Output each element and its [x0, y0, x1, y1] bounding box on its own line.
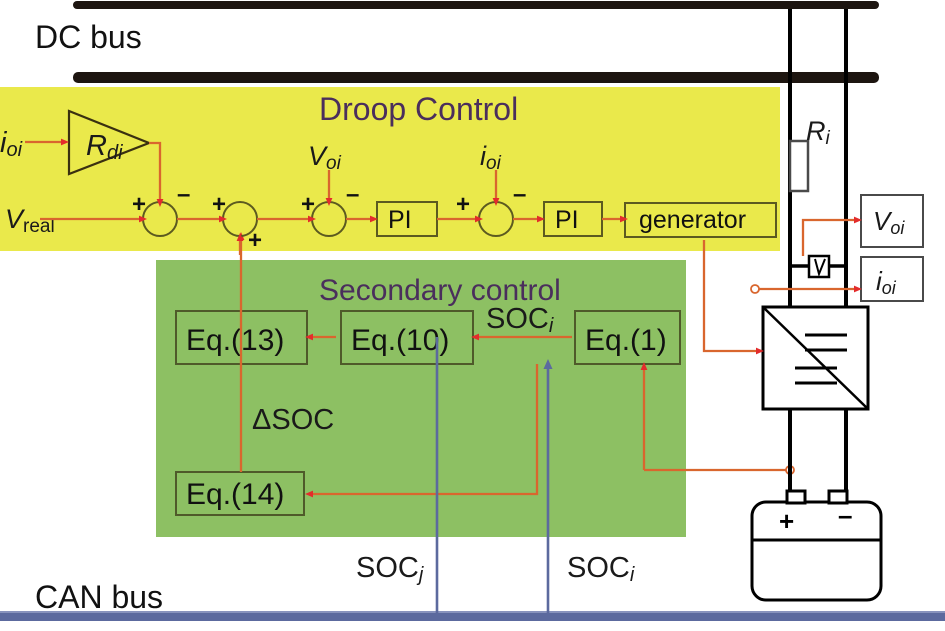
svg-text:DC bus: DC bus: [35, 19, 142, 55]
svg-text:Eq.(10): Eq.(10): [351, 324, 449, 357]
svg-text:–: –: [346, 181, 359, 208]
svg-text:Eq.(1): Eq.(1): [585, 324, 667, 357]
svg-text:–: –: [838, 500, 852, 530]
svg-text:Eq.(14): Eq.(14): [186, 478, 284, 511]
svg-text:CAN bus: CAN bus: [35, 579, 163, 615]
svg-text:PI: PI: [555, 206, 579, 234]
svg-text:SOCi: SOCi: [486, 303, 554, 337]
svg-text:SOCi: SOCi: [567, 552, 635, 586]
svg-text:+: +: [779, 506, 794, 536]
svg-text:–: –: [177, 181, 190, 208]
svg-text:+: +: [212, 191, 226, 218]
svg-text:+: +: [456, 191, 470, 218]
svg-text:generator: generator: [639, 206, 746, 234]
svg-text:Eq.(13): Eq.(13): [186, 324, 284, 357]
svg-text:ΔSOC: ΔSOC: [252, 404, 334, 436]
svg-text:PI: PI: [388, 206, 412, 234]
svg-text:Ri: Ri: [806, 116, 831, 149]
svg-text:+: +: [301, 191, 315, 218]
svg-text:+: +: [132, 191, 146, 218]
svg-text:+: +: [248, 227, 262, 254]
svg-text:Droop Control: Droop Control: [319, 91, 518, 127]
svg-text:–: –: [513, 181, 526, 208]
svg-text:SOCj: SOCj: [356, 552, 424, 586]
